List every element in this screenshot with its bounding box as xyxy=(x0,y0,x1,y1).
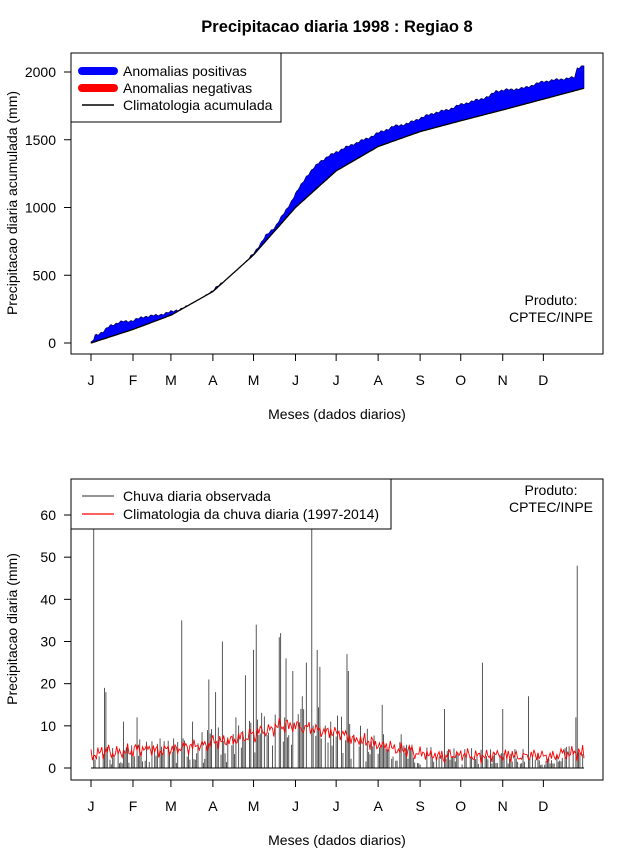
daily-x-tick-label: N xyxy=(498,798,508,814)
daily-y-tick-label: 0 xyxy=(48,760,56,776)
daily-legend: Chuva diaria observada Climatologia da c… xyxy=(70,478,392,530)
cumulative-chart: 0 500 1000 1500 2000 J F M A M J J A S O N D Precipitaca… xyxy=(4,52,604,422)
daily-y-axis-label: Precipitacao diaria (mm) xyxy=(4,553,20,705)
cumulative-x-tick-label: A xyxy=(373,372,383,388)
daily-x-tick-label: J xyxy=(292,798,299,814)
cumulative-x-tick-label: J xyxy=(292,372,299,388)
cumulative-x-tick-label: J xyxy=(333,372,340,388)
daily-x-tick-label: O xyxy=(455,798,466,814)
cumulative-x-tick-label: A xyxy=(208,372,218,388)
cumulative-axes: 0 500 1000 1500 2000 J F M A M J J A S O N D xyxy=(25,64,549,388)
cumulative-y-tick-label: 500 xyxy=(33,267,57,283)
cumulative-legend-box xyxy=(70,52,282,123)
daily-chart: 0 10 20 30 40 50 60 J F M A M J J A S O N D Precipitacao d… xyxy=(4,478,604,848)
cumulative-x-tick-label: O xyxy=(455,372,466,388)
daily-x-tick-label: J xyxy=(333,798,340,814)
cumulative-x-tick-label: J xyxy=(88,372,95,388)
daily-plot-layer xyxy=(90,493,585,769)
daily-y-tick-label: 20 xyxy=(40,676,56,692)
daily-x-tick-label: F xyxy=(129,798,138,814)
cumulative-x-tick-label: N xyxy=(498,372,508,388)
cumulative-annotation-line2: CPTEC/INPE xyxy=(509,309,593,325)
cumulative-y-tick-label: 0 xyxy=(48,335,56,351)
page-title: Precipitacao diaria 1998 : Regiao 8 xyxy=(201,18,472,36)
daily-legend-box xyxy=(70,478,392,530)
cumulative-x-axis-label: Meses (dados diarios) xyxy=(268,406,406,422)
daily-x-tick-label: M xyxy=(248,798,260,814)
daily-annotation-line1: Produto: xyxy=(525,482,578,498)
cumulative-annotation-line1: Produto: xyxy=(525,292,578,308)
cumulative-legend: Anomalias positivas Anomalias negativas … xyxy=(70,52,282,123)
daily-x-tick-label: M xyxy=(165,798,177,814)
daily-x-axis-label: Meses (dados diarios) xyxy=(268,832,406,848)
legend-label-negative: Anomalias negativas xyxy=(123,80,252,96)
cumulative-y-axis-label: Precipitacao diaria acumulada (mm) xyxy=(4,91,20,315)
daily-x-tick-label: A xyxy=(208,798,218,814)
daily-annotation-line2: CPTEC/INPE xyxy=(509,499,593,515)
legend-label-climatology: Climatologia acumulada xyxy=(123,97,273,113)
legend-label-climatology-daily: Climatologia da chuva diaria (1997-2014) xyxy=(123,506,379,522)
cumulative-y-tick-label: 1000 xyxy=(25,200,56,216)
cumulative-x-tick-label: F xyxy=(129,372,138,388)
daily-y-tick-label: 10 xyxy=(40,718,56,734)
daily-y-tick-label: 60 xyxy=(40,507,56,523)
daily-x-tick-label: D xyxy=(538,798,548,814)
daily-y-tick-label: 40 xyxy=(40,591,56,607)
legend-label-observed: Chuva diaria observada xyxy=(123,488,271,504)
daily-x-tick-label: S xyxy=(415,798,424,814)
cumulative-x-tick-label: D xyxy=(538,372,548,388)
cumulative-x-tick-label: M xyxy=(248,372,260,388)
daily-axes: 0 10 20 30 40 50 60 J F M A M J J A S O N D xyxy=(40,507,548,814)
daily-y-tick-label: 30 xyxy=(40,634,56,650)
climatology-daily-line xyxy=(90,717,585,764)
climatology-cumulative-line xyxy=(90,87,585,344)
cumulative-y-tick-label: 1500 xyxy=(25,132,56,148)
cumulative-y-tick-label: 2000 xyxy=(25,64,56,80)
daily-y-tick-label: 50 xyxy=(40,549,56,565)
daily-x-tick-label: J xyxy=(88,798,95,814)
cumulative-x-tick-label: M xyxy=(165,372,177,388)
cumulative-plot-layer xyxy=(90,65,585,344)
cumulative-x-tick-label: S xyxy=(415,372,424,388)
daily-x-tick-label: A xyxy=(373,798,383,814)
legend-label-positive: Anomalias positivas xyxy=(123,63,247,79)
